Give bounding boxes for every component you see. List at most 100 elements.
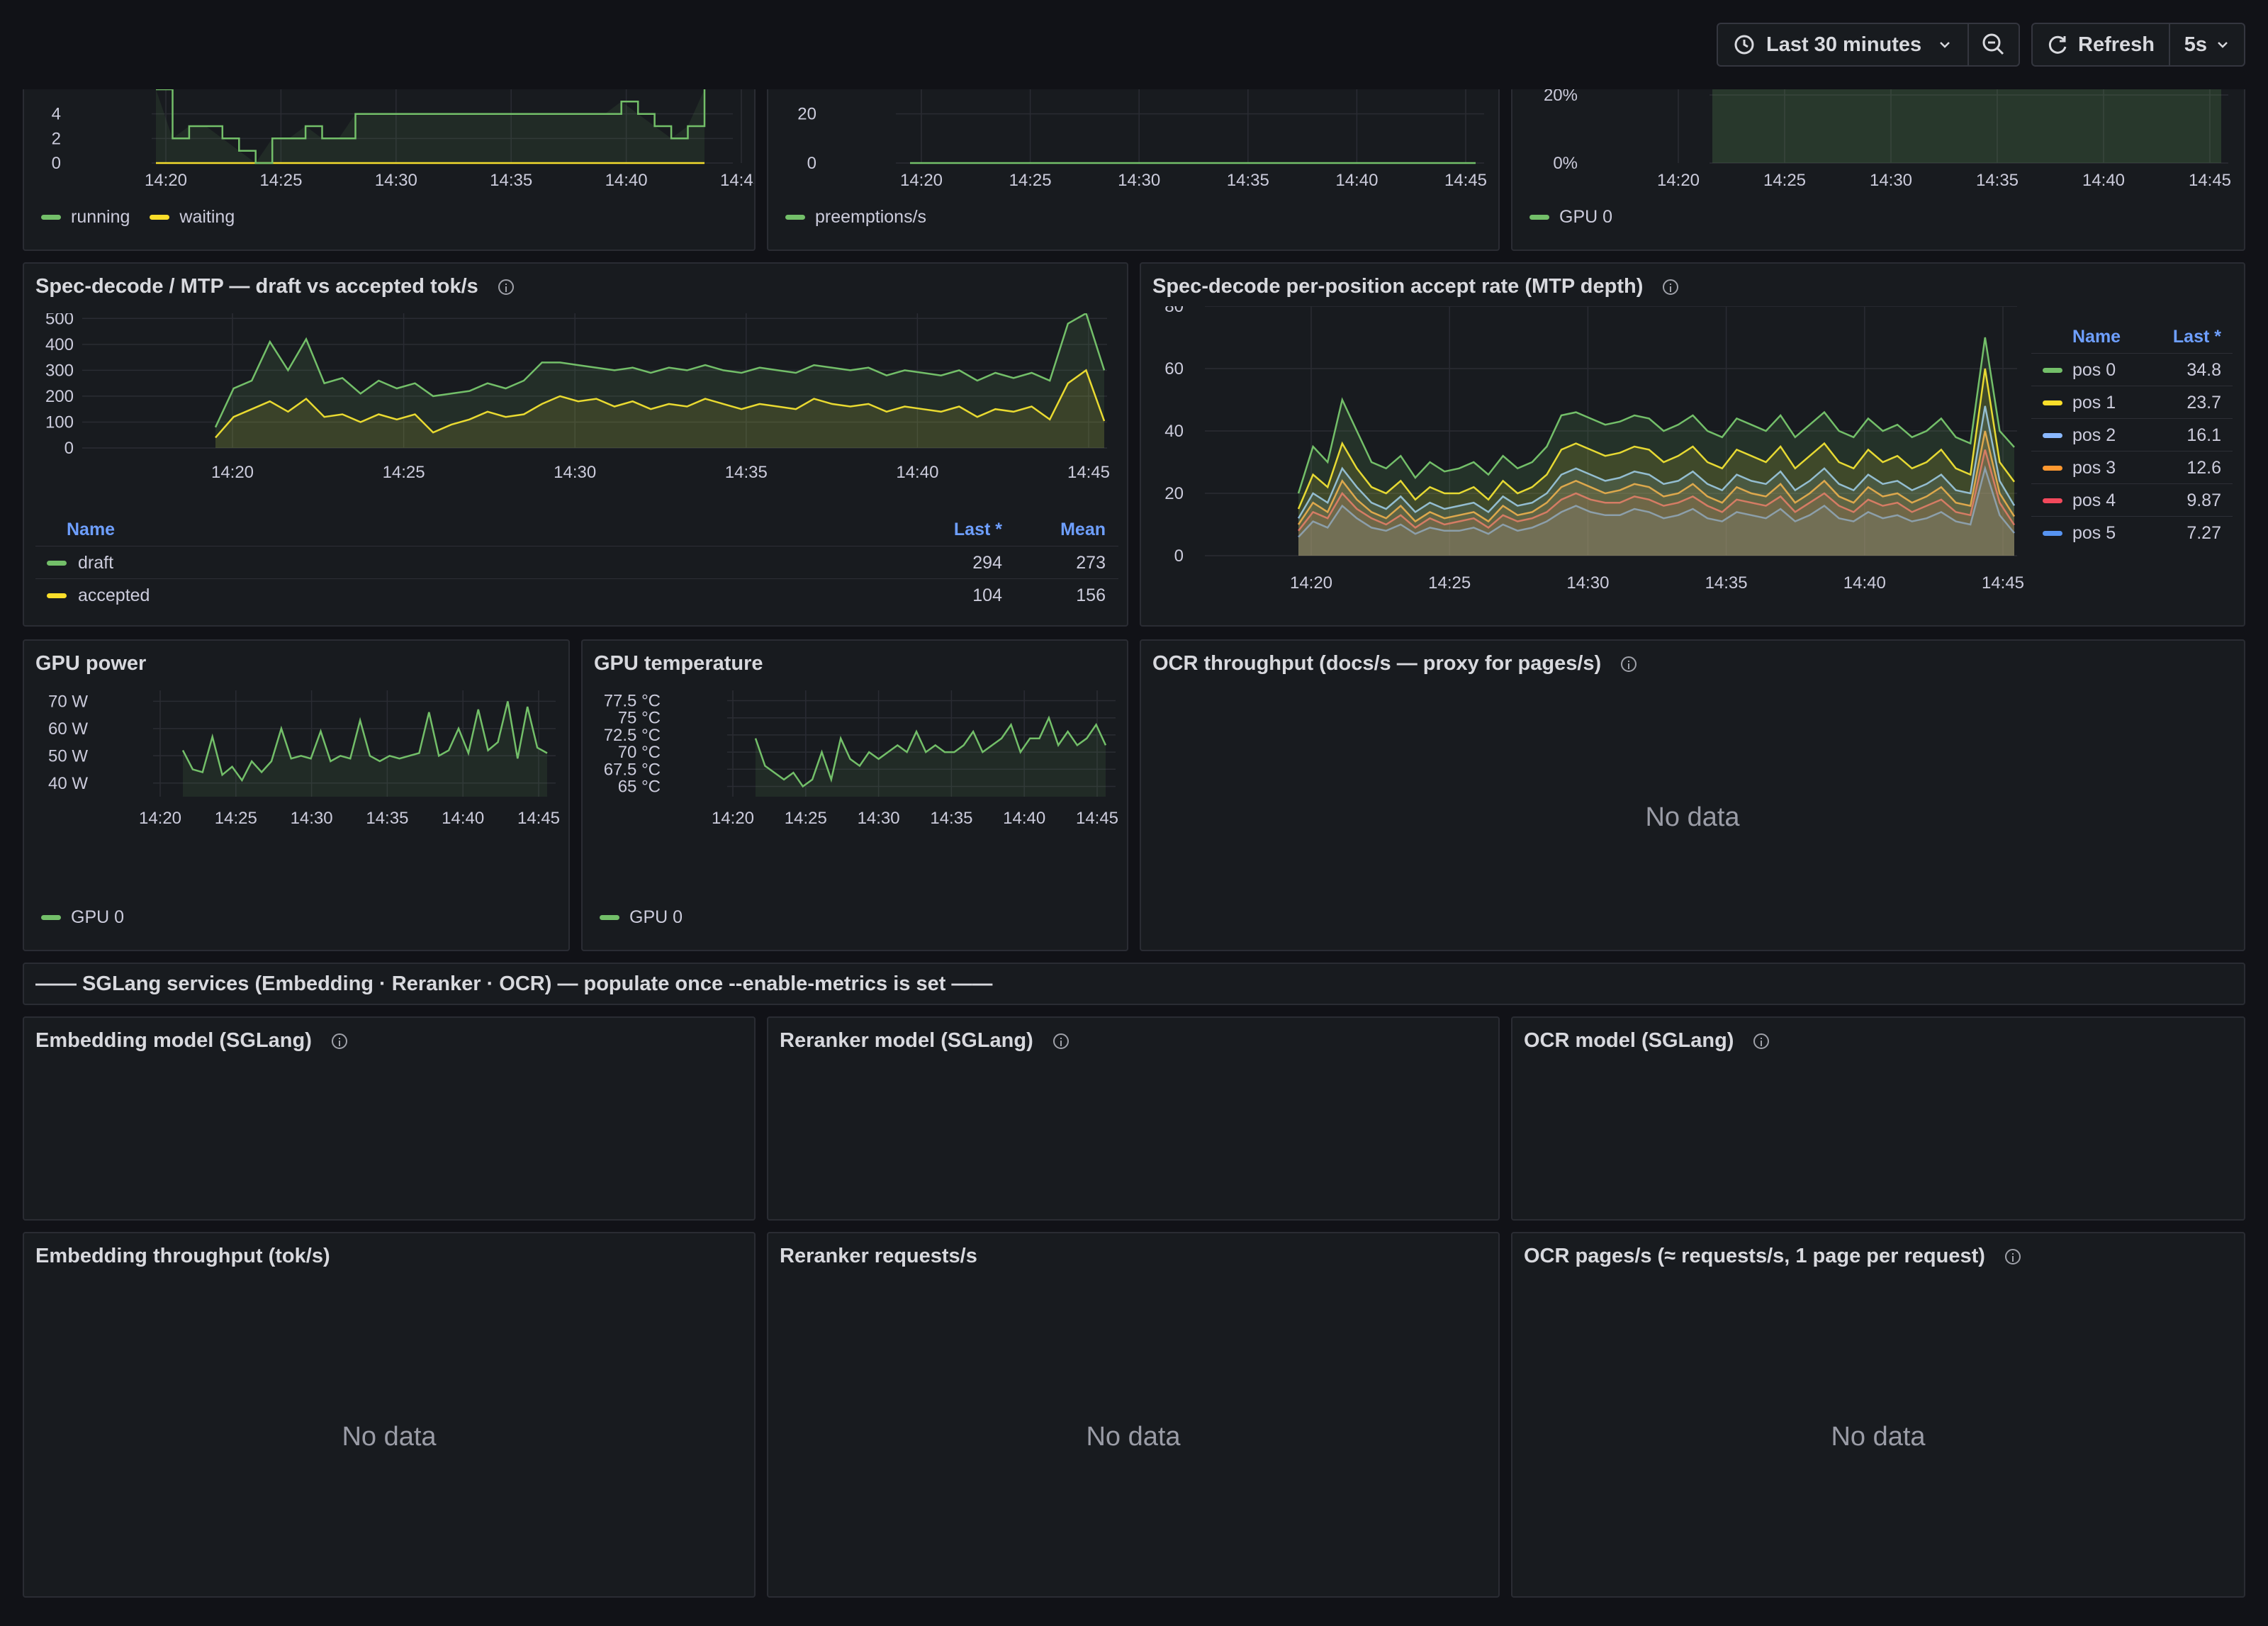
panel-title-text: GPU temperature <box>594 652 763 675</box>
panel-title-text: GPU power <box>35 652 147 675</box>
panel-title-text: Spec-decode per-position accept rate (MT… <box>1152 275 1644 298</box>
y-tick-label: 2 <box>52 129 61 148</box>
x-tick-label: 14:45 <box>2189 171 2231 190</box>
panel-title-text: Spec-decode / MTP — draft vs accepted to… <box>35 275 478 298</box>
legend-value-mean: 156 <box>1076 585 1106 605</box>
panel-title: OCR pages/s (≈ requests/s, 1 page per re… <box>1524 1245 2021 1268</box>
info-icon[interactable] <box>1052 1033 1069 1049</box>
legend-name: pos 1 <box>2072 392 2116 413</box>
legend-item-preemptions[interactable]: preemptions/s <box>785 207 926 228</box>
x-tick-label: 14:40 <box>1843 573 1886 593</box>
panel-title: Reranker model (SGLang) <box>780 1029 1069 1053</box>
legend-label: preemptions/s <box>815 207 927 227</box>
y-tick-label: 72.5 °C <box>604 726 661 745</box>
x-tick-label: 14:30 <box>858 809 900 828</box>
col-mean[interactable]: Mean <box>1060 519 1106 539</box>
legend-swatch <box>785 215 805 220</box>
y-tick-label: 40 W <box>48 774 88 793</box>
col-last[interactable]: Last * <box>953 519 1002 539</box>
requests-panel: 0 2 4 14:20 14:25 14:30 14:35 14:40 14:45 runnin… <box>23 89 756 251</box>
legend-name: pos 0 <box>2072 359 2116 380</box>
legend-item-gpu0[interactable]: GPU 0 <box>41 907 124 928</box>
x-tick-label: 14:45 <box>517 809 560 828</box>
legend-row-draft[interactable]: draft 294 273 <box>35 546 1118 579</box>
series-area-GPU-0 <box>183 701 547 797</box>
zoom-out-icon <box>1982 33 2004 55</box>
zoom-out-button[interactable] <box>1969 24 2019 65</box>
y-tick-label: 20 <box>797 105 816 124</box>
x-tick-label: 14:25 <box>383 463 425 482</box>
panel-title: OCR model (SGLang) <box>1524 1029 1770 1053</box>
legend-swatch <box>47 593 67 598</box>
requests-chart: 0 2 4 14:20 14:25 14:30 14:35 14:40 14:45 <box>52 89 754 190</box>
legend-swatch <box>2043 432 2062 438</box>
divider <box>2169 24 2170 65</box>
y-tick-label: 50 W <box>48 746 88 766</box>
panel-title: GPU power <box>35 652 146 675</box>
x-tick-label: 14:30 <box>375 171 417 190</box>
legend-row-pos-0[interactable]: pos 0 34.8 <box>2031 353 2233 386</box>
chevron-down-icon <box>2218 42 2228 48</box>
x-tick-label: 14:40 <box>442 809 484 828</box>
info-icon[interactable] <box>1753 1033 1770 1049</box>
refresh-interval-picker[interactable]: 5s <box>2170 24 2244 65</box>
col-last[interactable]: Last * <box>2172 326 2221 347</box>
clock-icon <box>1734 35 1754 55</box>
x-tick-label: 14:35 <box>1976 171 2019 190</box>
info-icon[interactable] <box>1663 279 1679 295</box>
x-tick-label: 14:45 <box>1067 463 1110 482</box>
legend-swatch <box>2043 530 2062 536</box>
panel-title: Spec-decode per-position accept rate (MT… <box>1152 275 1679 298</box>
info-icon[interactable] <box>498 279 514 295</box>
time-range-picker[interactable]: Last 30 minutes <box>1718 24 1967 65</box>
gpu-util-legend: GPU 0 <box>1529 207 1612 228</box>
legend-item-running[interactable]: running <box>41 207 130 228</box>
legend-row-pos-5[interactable]: pos 5 7.27 <box>2031 516 2233 549</box>
legend-value-last: 16.1 <box>2186 425 2221 445</box>
info-icon[interactable] <box>331 1033 347 1049</box>
gpu-temp-legend: GPU 0 <box>600 907 683 928</box>
series-area-pos-0 <box>1298 337 2014 556</box>
series-line-pos-5 <box>1298 465 2015 538</box>
series-area-pos-1 <box>1298 369 2014 556</box>
panel-title-text: Embedding model (SGLang) <box>35 1029 312 1052</box>
legend-swatch <box>41 215 61 220</box>
legend-row-accepted[interactable]: accepted 104 156 <box>35 578 1118 612</box>
legend-row-pos-4[interactable]: pos 4 9.87 <box>2031 483 2233 517</box>
legend-row-pos-1[interactable]: pos 1 23.7 <box>2031 386 2233 419</box>
time-range-label: Last 30 minutes <box>1766 33 1922 56</box>
legend-item-gpu0[interactable]: GPU 0 <box>600 907 683 928</box>
legend-swatch <box>41 915 61 920</box>
embedding-throughput-panel: Embedding throughput (tok/s) No data <box>23 1232 756 1598</box>
y-tick-label: 75 °C <box>618 709 661 728</box>
legend-swatch <box>2043 367 2062 373</box>
legend-row-pos-3[interactable]: pos 3 12.6 <box>2031 451 2233 484</box>
panel-title: Embedding throughput (tok/s) <box>35 1245 330 1268</box>
info-icon[interactable] <box>1621 656 1637 672</box>
dashboard-toolbar: Last 30 minutes Refresh 5s <box>0 0 2268 89</box>
y-tick-label: 60 W <box>48 719 88 739</box>
legend-row-pos-2[interactable]: pos 2 16.1 <box>2031 418 2233 452</box>
ocr-throughput-panel: OCR throughput (docs/s — proxy for pages… <box>1140 639 2245 951</box>
legend-item-waiting[interactable]: waiting <box>150 207 235 228</box>
row-header-sglang-services[interactable]: —— SGLang services (Embedding · Reranker… <box>23 963 2245 1005</box>
legend-name: pos 4 <box>2072 490 2116 510</box>
series-line-pos-0 <box>1297 337 2015 494</box>
refresh-interval-label: 5s <box>2184 33 2207 56</box>
refresh-button[interactable]: Refresh <box>2033 24 2169 65</box>
series-line-pos-3 <box>1297 430 2016 525</box>
gpu-temp-chart: 65 °C67.5 °C70 °C72.5 °C75 °C77.5 °C 14:2… <box>604 690 1118 828</box>
legend-swatch <box>47 560 67 566</box>
gpu-util-chart: 0% 20% 14:20 14:25 14:30 14:35 14:40 14:45 <box>1544 89 2231 190</box>
legend-item-gpu0[interactable]: GPU 0 <box>1529 207 1612 228</box>
info-icon[interactable] <box>2004 1248 2021 1265</box>
y-tick-label: 60 <box>1164 359 1184 379</box>
legend-swatch <box>1529 215 1549 220</box>
x-tick-label: 14:30 <box>1870 171 1912 190</box>
col-name[interactable]: Name <box>2072 326 2121 347</box>
legend-label: GPU 0 <box>71 907 125 927</box>
col-name[interactable]: Name <box>67 519 116 539</box>
gpu-util-panel: 0% 20% 14:20 14:25 14:30 14:35 14:40 14:45 GPU … <box>1511 89 2245 251</box>
gpu-power-chart: 40 W 50 W 60 W 70 W 14:20 14:25 14:30 14:35 14:4… <box>48 690 560 828</box>
x-tick-label: 14:20 <box>1290 573 1332 593</box>
